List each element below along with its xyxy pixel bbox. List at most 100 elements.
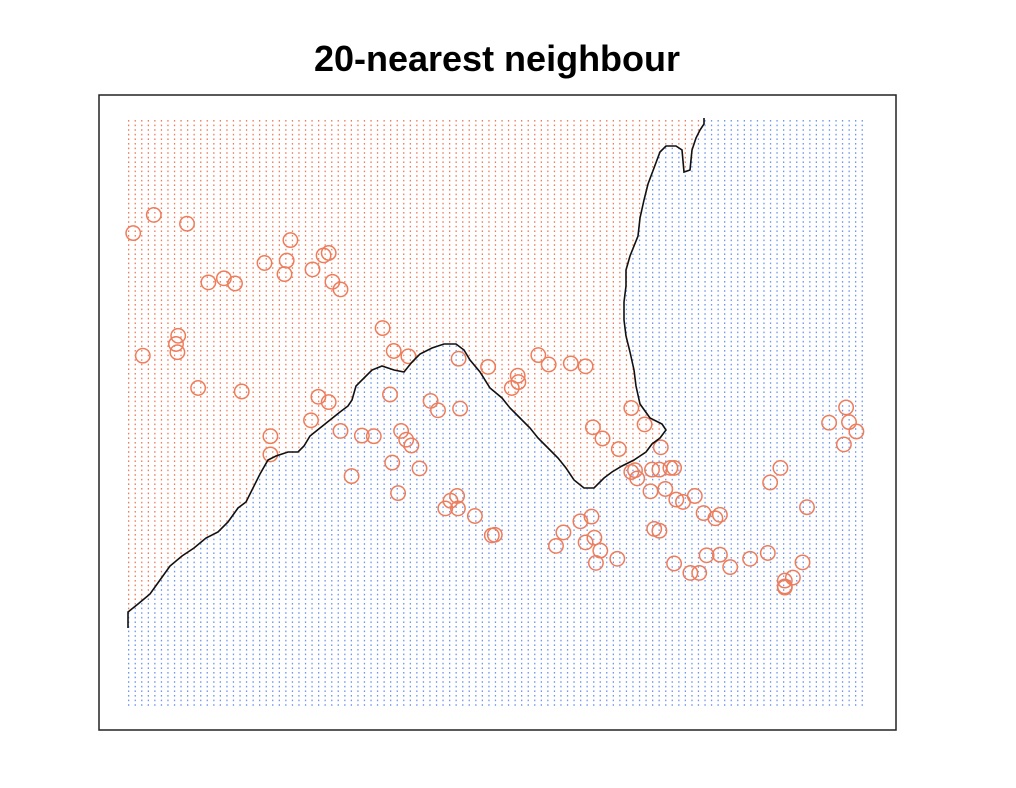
grid-dot xyxy=(226,667,228,669)
grid-dot xyxy=(363,271,366,274)
grid-dot xyxy=(259,414,261,416)
grid-dot xyxy=(304,405,307,407)
grid-dot xyxy=(167,147,169,150)
grid-dot xyxy=(304,368,307,370)
grid-dot xyxy=(344,271,346,274)
grid-dot xyxy=(285,391,287,393)
grid-dot xyxy=(265,147,267,150)
grid-dot xyxy=(318,621,320,623)
grid-dot xyxy=(285,543,287,545)
grid-dot xyxy=(226,557,228,559)
grid-dot xyxy=(193,432,195,435)
grid-dot xyxy=(147,354,149,357)
grid-dot xyxy=(200,520,202,522)
grid-dot xyxy=(285,695,287,697)
grid-dot xyxy=(304,382,307,384)
grid-dot xyxy=(259,478,261,481)
grid-dot xyxy=(278,202,280,205)
grid-dot xyxy=(363,350,366,352)
grid-dot xyxy=(167,630,169,633)
grid-dot xyxy=(226,580,228,582)
grid-dot xyxy=(363,368,366,370)
grid-dot xyxy=(141,267,143,269)
grid-dot xyxy=(180,340,182,343)
grid-dot xyxy=(128,317,130,320)
grid-dot xyxy=(324,327,326,329)
grid-dot xyxy=(213,607,215,610)
grid-dot xyxy=(219,534,221,536)
grid-dot xyxy=(147,497,149,499)
grid-dot xyxy=(128,455,130,458)
grid-dot xyxy=(370,630,372,633)
grid-dot xyxy=(285,667,287,669)
grid-dot xyxy=(200,170,202,173)
grid-dot xyxy=(285,368,287,370)
grid-dot xyxy=(154,497,156,499)
grid-dot xyxy=(357,212,359,214)
grid-dot xyxy=(278,497,280,499)
grid-dot xyxy=(252,317,254,320)
grid-dot xyxy=(331,285,333,288)
grid-dot xyxy=(200,593,202,596)
grid-dot xyxy=(239,492,241,495)
grid-dot xyxy=(304,253,307,255)
grid-dot xyxy=(173,327,176,329)
grid-dot xyxy=(311,584,313,587)
grid-dot xyxy=(285,138,287,140)
grid-dot xyxy=(285,313,287,315)
grid-dot xyxy=(291,515,294,518)
grid-dot xyxy=(265,520,267,522)
grid-dot xyxy=(363,409,366,412)
grid-dot xyxy=(167,658,169,660)
grid-dot xyxy=(318,152,320,154)
grid-dot xyxy=(154,225,156,228)
grid-dot xyxy=(324,322,326,324)
grid-dot xyxy=(167,492,169,495)
grid-dot xyxy=(350,225,352,228)
grid-dot xyxy=(291,331,294,334)
grid-dot xyxy=(147,317,149,320)
grid-dot xyxy=(370,547,372,550)
grid-dot xyxy=(311,580,313,582)
grid-dot xyxy=(331,488,333,490)
grid-dot xyxy=(344,345,346,347)
grid-dot xyxy=(259,593,261,596)
grid-dot xyxy=(232,161,235,163)
grid-dot xyxy=(160,419,163,421)
grid-dot xyxy=(363,570,366,573)
grid-dot xyxy=(370,354,372,357)
grid-dot xyxy=(187,262,189,265)
grid-dot xyxy=(167,639,169,642)
grid-dot xyxy=(291,423,294,426)
grid-dot xyxy=(311,235,313,237)
grid-dot xyxy=(318,584,320,587)
grid-dot xyxy=(226,138,228,140)
grid-dot xyxy=(318,354,320,357)
grid-dot xyxy=(141,198,143,200)
grid-dot xyxy=(128,262,130,265)
grid-dot xyxy=(318,225,320,228)
grid-dot xyxy=(311,635,313,637)
grid-dot xyxy=(239,626,241,628)
grid-dot xyxy=(370,391,372,393)
grid-dot xyxy=(311,446,313,449)
grid-dot xyxy=(134,363,136,366)
grid-dot xyxy=(324,626,326,628)
grid-dot xyxy=(252,704,254,706)
grid-dot xyxy=(200,207,202,209)
grid-dot xyxy=(344,534,346,536)
grid-dot xyxy=(219,547,221,550)
grid-dot xyxy=(147,704,149,706)
grid-dot xyxy=(363,179,366,182)
grid-dot xyxy=(193,143,195,145)
grid-dot xyxy=(128,699,130,702)
grid-dot xyxy=(187,529,189,531)
grid-dot xyxy=(147,460,149,462)
grid-dot xyxy=(239,547,241,550)
grid-dot xyxy=(134,612,136,614)
grid-dot xyxy=(154,414,156,416)
grid-dot xyxy=(193,336,195,338)
grid-dot xyxy=(160,253,163,255)
grid-dot xyxy=(180,695,182,697)
grid-dot xyxy=(331,221,333,223)
